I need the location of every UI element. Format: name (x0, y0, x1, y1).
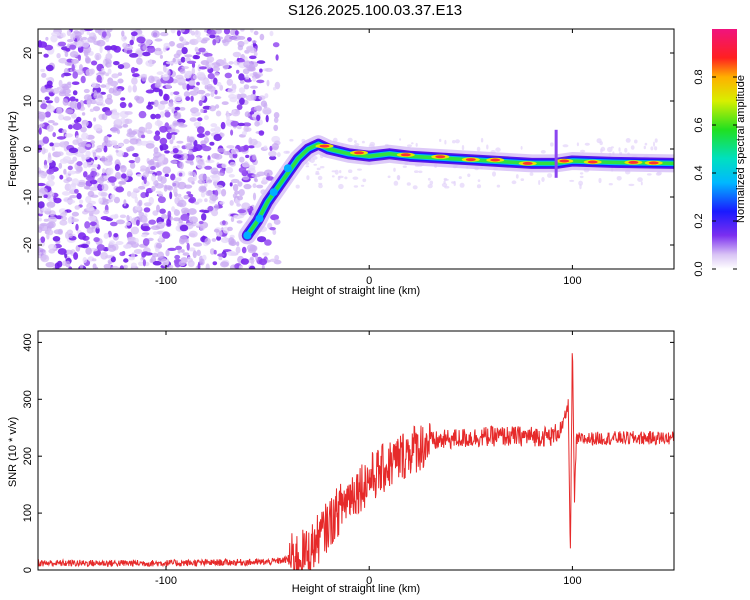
spectrogram-ylabel: Frequency (Hz) (7, 111, 19, 187)
snr-series-line (38, 353, 674, 570)
y-tick-label: 300 (22, 390, 34, 408)
y-tick-label: -10 (22, 189, 34, 205)
colorbar-tick-label: 0.4 (693, 165, 705, 180)
snr-panel: -100 0 100 0 100 200 300 400 Height of straigh… (7, 330, 675, 595)
snr-frame (37, 330, 675, 571)
colorbar: 0.0 0.2 0.4 0.6 0.8 Normalized spectral ampl… (693, 29, 747, 277)
y-tick-label: 0 (22, 146, 34, 152)
y-tick-label: 20 (22, 47, 34, 59)
colorbar-tick-label: 0.0 (693, 261, 705, 276)
colorbar-gradient (712, 29, 737, 269)
colorbar-ticks: 0.0 0.2 0.4 0.6 0.8 (693, 69, 737, 277)
x-tick-label: 0 (366, 275, 372, 287)
x-tick-label: 100 (563, 575, 581, 587)
signal-track (238, 129, 674, 245)
y-tick-label: 100 (22, 504, 34, 522)
spectrogram-x-ticks: -100 0 100 (155, 29, 582, 287)
y-tick-label: 10 (22, 95, 34, 107)
spectrogram-xlabel: Height of straight line (km) (292, 285, 420, 297)
snr-xlabel: Height of straight line (km) (292, 583, 420, 595)
x-tick-label: -100 (155, 575, 177, 587)
colorbar-tick-label: 0.2 (693, 213, 705, 228)
y-tick-label: -20 (22, 237, 34, 253)
y-tick-label: 0 (22, 567, 34, 573)
y-tick-label: 400 (22, 333, 34, 351)
colorbar-tick-label: 0.8 (693, 69, 705, 84)
x-tick-label: -100 (155, 275, 177, 287)
x-tick-label: 0 (366, 575, 372, 587)
colorbar-label: Normalized spectral amplitude (735, 75, 747, 223)
snr-ylabel: SNR (10 * v/v) (7, 417, 19, 487)
snr-x-ticks: -100 0 100 (155, 331, 582, 587)
chart-title: S126.2025.100.03.37.E13 (288, 2, 462, 19)
spectrogram-y-ticks: -20 -10 0 10 20 (22, 47, 674, 253)
snr-y-ticks: 0 100 200 300 400 (22, 333, 674, 573)
colorbar-tick-label: 0.6 (693, 117, 705, 132)
y-tick-label: 200 (22, 447, 34, 465)
x-tick-label: 100 (563, 275, 581, 287)
